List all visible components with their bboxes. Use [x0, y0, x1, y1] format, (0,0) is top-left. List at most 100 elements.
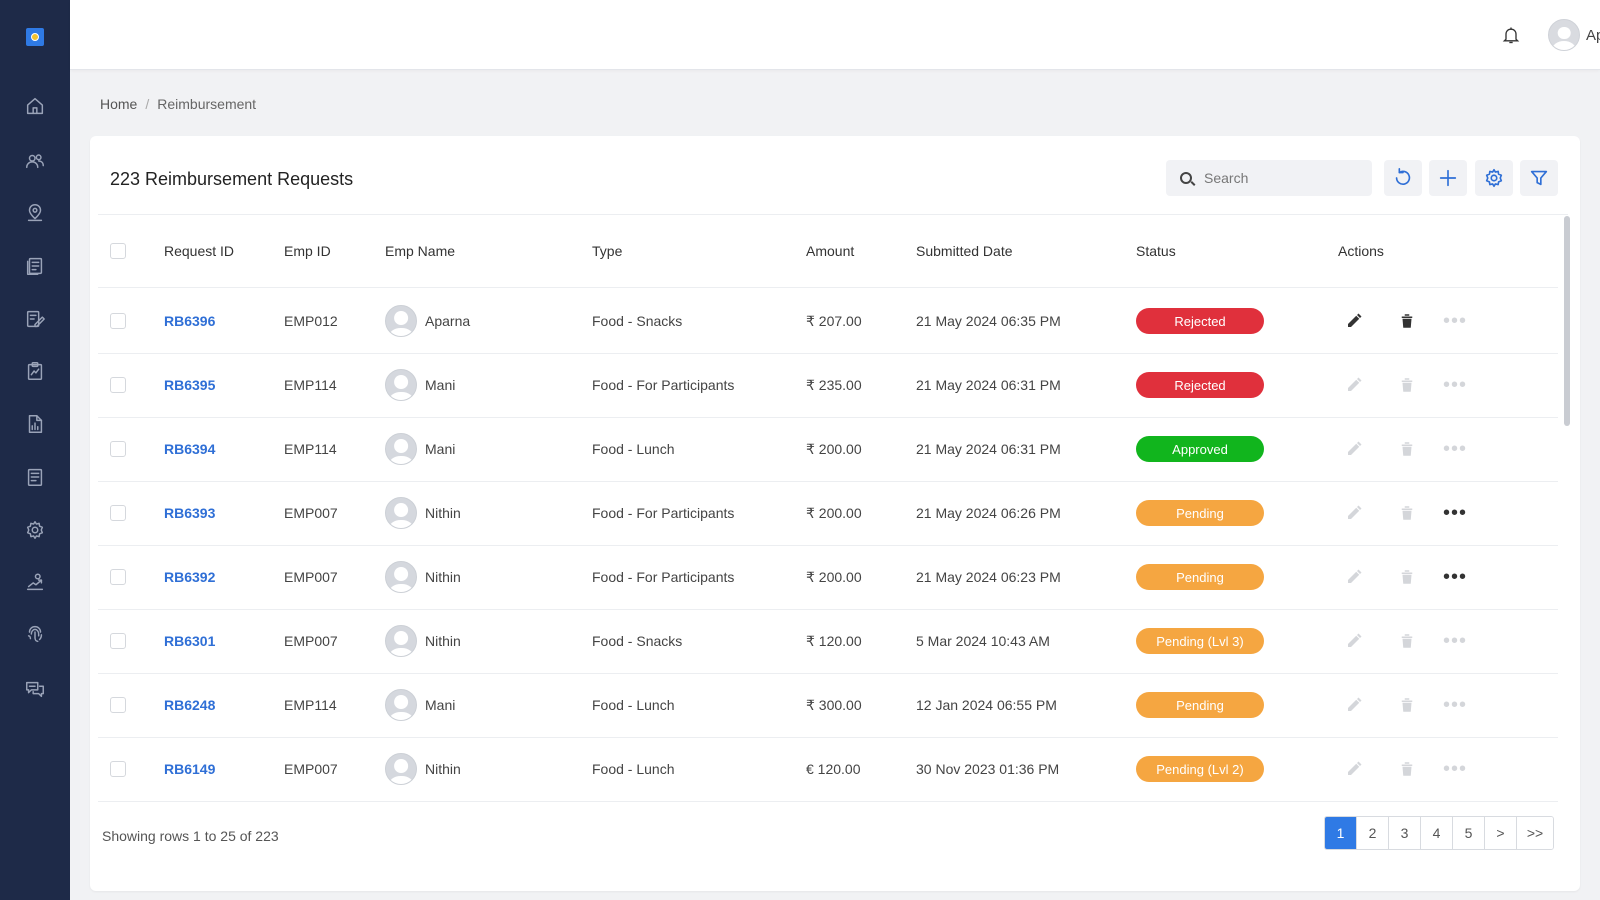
- edit-icon[interactable]: [1343, 694, 1365, 716]
- emp-name: Nithin: [425, 633, 461, 649]
- request-type: Food - Lunch: [592, 761, 675, 777]
- col-type[interactable]: Type: [592, 243, 623, 259]
- request-id-link[interactable]: RB6395: [164, 377, 216, 393]
- page-button[interactable]: 3: [1389, 817, 1421, 849]
- col-submitted-date[interactable]: Submitted Date: [916, 243, 1013, 259]
- table-row: RB6301 EMP007 Nithin Food - Snacks ₹ 120.00 5…: [98, 609, 1558, 674]
- emp-id: EMP012: [284, 313, 338, 329]
- row-checkbox[interactable]: [110, 377, 126, 393]
- settings-button[interactable]: [1475, 160, 1513, 196]
- settings-gear-icon[interactable]: [21, 516, 49, 544]
- row-checkbox[interactable]: [110, 697, 126, 713]
- app-logo[interactable]: [26, 28, 44, 46]
- request-id-link[interactable]: RB6149: [164, 761, 216, 777]
- request-id-link[interactable]: RB6248: [164, 697, 216, 713]
- edit-icon[interactable]: [1343, 566, 1365, 588]
- request-type: Food - Lunch: [592, 697, 675, 713]
- delete-icon[interactable]: [1396, 630, 1418, 652]
- request-id-link[interactable]: RB6393: [164, 505, 216, 521]
- more-options-icon[interactable]: •••: [1443, 374, 1468, 396]
- select-all-checkbox[interactable]: [110, 243, 126, 259]
- row-checkbox[interactable]: [110, 313, 126, 329]
- emp-avatar: [385, 689, 417, 721]
- col-emp-name[interactable]: Emp Name: [385, 243, 456, 259]
- documents-icon[interactable]: [21, 252, 49, 280]
- submitted-date: 5 Mar 2024 10:43 AM: [916, 633, 1050, 649]
- filter-button[interactable]: [1520, 160, 1558, 196]
- delete-icon[interactable]: [1396, 566, 1418, 588]
- page-button[interactable]: 4: [1421, 817, 1453, 849]
- delete-icon[interactable]: [1396, 758, 1418, 780]
- more-options-icon[interactable]: •••: [1443, 758, 1468, 780]
- more-options-icon[interactable]: •••: [1443, 630, 1468, 652]
- row-checkbox[interactable]: [110, 761, 126, 777]
- table-row: RB6392 EMP007 Nithin Food - For Participant…: [98, 545, 1558, 610]
- status-badge: Pending (Lvl 2): [1136, 756, 1264, 782]
- delete-icon[interactable]: [1396, 502, 1418, 524]
- delete-icon[interactable]: [1396, 694, 1418, 716]
- col-amount[interactable]: Amount: [806, 243, 855, 259]
- request-id-link[interactable]: RB6394: [164, 441, 216, 457]
- emp-id: EMP114: [284, 377, 337, 393]
- edit-icon[interactable]: [1343, 758, 1365, 780]
- users-icon[interactable]: [21, 147, 49, 175]
- more-options-icon[interactable]: •••: [1443, 438, 1468, 460]
- chat-icon[interactable]: [21, 675, 49, 703]
- emp-avatar: [385, 753, 417, 785]
- col-request-id[interactable]: Request ID: [164, 243, 235, 259]
- col-status[interactable]: Status: [1136, 243, 1176, 259]
- row-checkbox[interactable]: [110, 569, 126, 585]
- home-icon[interactable]: [21, 92, 49, 120]
- amount: ₹ 120.00: [806, 632, 862, 649]
- report-icon[interactable]: [21, 410, 49, 438]
- fingerprint-icon[interactable]: [21, 620, 49, 648]
- page-button[interactable]: >: [1485, 817, 1517, 849]
- edit-form-icon[interactable]: [21, 305, 49, 333]
- growth-icon[interactable]: [21, 568, 49, 596]
- row-checkbox[interactable]: [110, 441, 126, 457]
- user-menu[interactable]: Aparna ⌄: [1548, 19, 1600, 51]
- location-pin-icon[interactable]: [21, 199, 49, 227]
- emp-name-cell: Aparna: [385, 289, 470, 353]
- row-checkbox[interactable]: [110, 505, 126, 521]
- delete-icon[interactable]: [1396, 374, 1418, 396]
- more-options-icon[interactable]: •••: [1443, 310, 1468, 332]
- request-id-link[interactable]: RB6301: [164, 633, 216, 649]
- emp-name: Nithin: [425, 569, 461, 585]
- emp-name-cell: Mani: [385, 417, 455, 481]
- search-box[interactable]: [1166, 160, 1372, 196]
- more-options-icon[interactable]: •••: [1443, 566, 1468, 588]
- request-id-link[interactable]: RB6396: [164, 313, 216, 329]
- emp-name: Mani: [425, 441, 456, 457]
- page-button[interactable]: >>: [1517, 817, 1553, 849]
- col-emp-id[interactable]: Emp ID: [284, 243, 331, 259]
- edit-icon[interactable]: [1343, 502, 1365, 524]
- submitted-date: 21 May 2024 06:35 PM: [916, 313, 1061, 329]
- page-button[interactable]: 5: [1453, 817, 1485, 849]
- rows-summary: Showing rows 1 to 25 of 223: [102, 828, 279, 844]
- page-button[interactable]: 1: [1325, 817, 1357, 849]
- bell-icon[interactable]: [1501, 25, 1521, 45]
- requests-table: Request ID Emp ID Emp Name Type Amount S…: [98, 214, 1568, 814]
- table-scrollbar[interactable]: [1564, 216, 1570, 426]
- more-options-icon[interactable]: •••: [1443, 502, 1468, 524]
- row-checkbox[interactable]: [110, 633, 126, 649]
- status-badge: Pending: [1136, 500, 1264, 526]
- search-input[interactable]: [1204, 170, 1354, 186]
- edit-icon[interactable]: [1343, 438, 1365, 460]
- more-options-icon[interactable]: •••: [1443, 694, 1468, 716]
- breadcrumb-home[interactable]: Home: [100, 96, 138, 112]
- request-id-link[interactable]: RB6392: [164, 569, 216, 585]
- delete-icon[interactable]: [1396, 438, 1418, 460]
- edit-icon[interactable]: [1343, 310, 1365, 332]
- delete-icon[interactable]: [1396, 310, 1418, 332]
- add-button[interactable]: [1429, 160, 1467, 196]
- sidebar: [0, 0, 70, 900]
- refresh-button[interactable]: [1384, 160, 1422, 196]
- edit-icon[interactable]: [1343, 630, 1365, 652]
- emp-avatar: [385, 305, 417, 337]
- list-document-icon[interactable]: [21, 463, 49, 491]
- clipboard-chart-icon[interactable]: [21, 357, 49, 385]
- page-button[interactable]: 2: [1357, 817, 1389, 849]
- edit-icon[interactable]: [1343, 374, 1365, 396]
